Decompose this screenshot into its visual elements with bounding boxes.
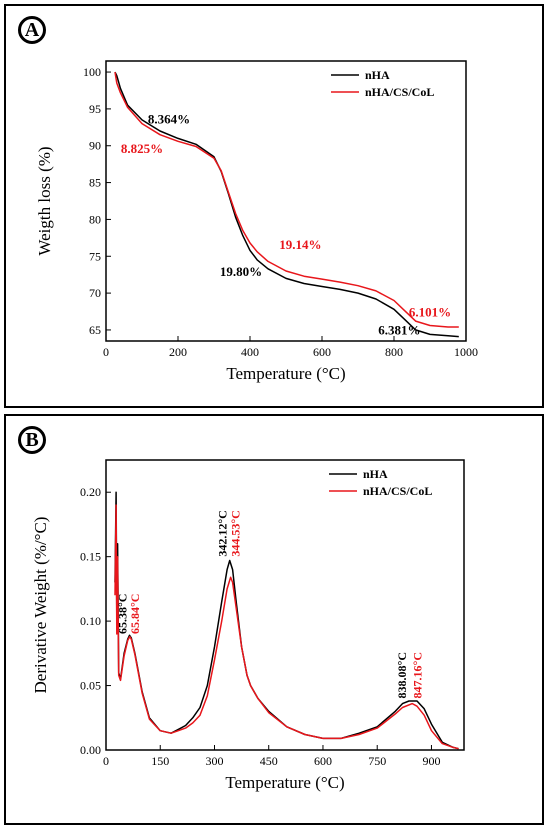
y-tick-label: 0.10 <box>80 614 101 628</box>
series-line-nha <box>114 491 459 750</box>
x-axis-label: Temperature (°C) <box>226 364 345 383</box>
y-tick-label: 80 <box>89 212 101 226</box>
annotation: 6.101% <box>409 305 451 320</box>
peak-annotation: 65.38°C <box>116 594 130 634</box>
y-tick-label: 70 <box>89 286 101 300</box>
y-tick-label: 95 <box>89 102 101 116</box>
annotation: 19.14% <box>279 237 321 252</box>
x-tick-label: 450 <box>260 754 278 768</box>
y-tick-label: 85 <box>89 176 101 190</box>
legend-label: nHA/CS/CoL <box>365 85 434 99</box>
annotation: 6.381% <box>378 322 420 337</box>
plot-frame <box>105 60 467 342</box>
plot-frame <box>105 459 465 751</box>
annotation: 8.364% <box>148 112 190 127</box>
y-tick-label: 100 <box>83 65 101 79</box>
peak-annotation: 342.12°C <box>216 510 230 556</box>
series-line-nha <box>114 71 459 338</box>
y-tick-label: 0.00 <box>80 743 101 757</box>
y-axis-label: Derivative Weight (%/°C) <box>31 517 50 694</box>
x-tick-label: 200 <box>169 345 187 359</box>
x-axis-label: Temperature (°C) <box>225 773 344 792</box>
panel-b-badge: B <box>18 426 46 454</box>
panel-a-badge: A <box>18 16 46 44</box>
x-tick-label: 600 <box>314 754 332 768</box>
x-tick-label: 600 <box>313 345 331 359</box>
x-tick-label: 750 <box>368 754 386 768</box>
y-tick-label: 0.20 <box>80 485 101 499</box>
y-tick-label: 0.05 <box>80 679 101 693</box>
y-tick-label: 65 <box>89 323 101 337</box>
x-tick-label: 300 <box>205 754 223 768</box>
legend-label: nHA <box>365 68 390 82</box>
x-tick-label: 800 <box>385 345 403 359</box>
legend-label: nHA/CS/CoL <box>363 484 432 498</box>
panel-a: A 0 200 400 600 800 1000 65 70 75 80 85 90 95 100 Temp… <box>4 4 544 408</box>
y-tick-label: 0.15 <box>80 550 101 564</box>
x-tick-label: 150 <box>151 754 169 768</box>
annotation: 19.80% <box>220 264 262 279</box>
panel-b: B 0 150 300 450 600 750 900 0.00 0.05 0.10 0.15 0.2… <box>4 414 544 825</box>
x-tick-label: 1000 <box>454 345 478 359</box>
x-tick-label: 900 <box>422 754 440 768</box>
x-tick-label: 0 <box>103 345 109 359</box>
annotation: 8.825% <box>121 141 163 156</box>
tga-chart: 0 200 400 600 800 1000 65 70 75 80 85 90 95 100 Temper… <box>35 60 478 383</box>
legend-label: nHA <box>363 467 388 481</box>
y-tick-label: 90 <box>89 139 101 153</box>
peak-annotation: 65.84°C <box>128 594 142 634</box>
peak-annotation: 847.16°C <box>410 652 424 698</box>
x-tick-label: 400 <box>241 345 259 359</box>
series-line-nha-cs-col <box>114 504 459 750</box>
dtg-chart: 0 150 300 450 600 750 900 0.00 0.05 0.10 0.15 0.20 T… <box>31 459 465 792</box>
y-axis-label: Weigth loss (%) <box>35 146 54 255</box>
peak-annotation: 838.08°C <box>395 652 409 698</box>
y-tick-label: 75 <box>89 249 101 263</box>
x-tick-label: 0 <box>103 754 109 768</box>
peak-annotation: 344.53°C <box>229 510 243 556</box>
series-line-nha-cs-col <box>114 71 459 328</box>
